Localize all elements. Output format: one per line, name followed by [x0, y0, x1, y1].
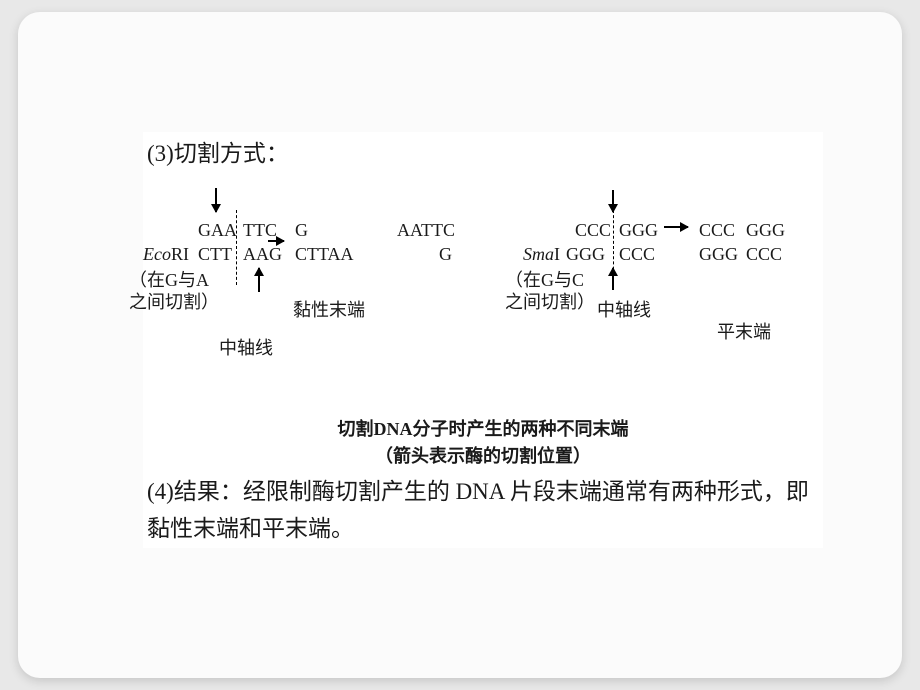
- smai-top-left: CCC: [575, 220, 611, 241]
- smai-arrow-down: [612, 190, 614, 212]
- ecori-prod-bot-right: G: [439, 244, 452, 265]
- caption-line-2: （箭头表示酶的切割位置）: [143, 443, 823, 470]
- ecori-arrow-up: [258, 268, 260, 292]
- enzyme-smai-italic: Sma: [523, 244, 554, 264]
- enzyme-ecori-label: EcoRI: [143, 244, 189, 265]
- ecori-prod-bot-left: CTTAA: [295, 244, 354, 265]
- ecori-axis-label: 中轴线: [219, 334, 273, 360]
- ecori-note-2: 之间切割）: [129, 288, 219, 314]
- diagram-caption: 切割DNA分子时产生的两种不同末端 （箭头表示酶的切割位置）: [143, 416, 823, 470]
- smai-prod-bot-right: CCC: [746, 244, 782, 265]
- ecori-arrow-right: [268, 240, 284, 242]
- ecori-top-right: TTC: [243, 220, 277, 241]
- ecori-prod-top-right: AATTC: [397, 220, 455, 241]
- ecori-bot-left: CTT: [198, 244, 232, 265]
- smai-note-2: 之间切割）: [505, 288, 595, 314]
- ecori-dashed-axis: [236, 210, 237, 285]
- smai-end-label: 平末端: [717, 318, 771, 344]
- enzyme-ecori-rest: RI: [171, 244, 189, 264]
- smai-bot-right: CCC: [619, 244, 655, 265]
- enzyme-smai-label: SmaI: [523, 244, 560, 265]
- smai-prod-bot-left: GGG: [699, 244, 738, 265]
- ecori-bot-right: AAG: [243, 244, 282, 265]
- caption-line-1: 切割DNA分子时产生的两种不同末端: [143, 416, 823, 443]
- enzyme-ecori-italic: Eco: [143, 244, 171, 264]
- ecori-end-label: 黏性末端: [293, 296, 365, 322]
- smai-axis-label: 中轴线: [597, 296, 651, 322]
- ecori-arrow-down: [215, 188, 217, 212]
- smai-prod-top-left: CCC: [699, 220, 735, 241]
- enzyme-smai-rest: I: [554, 244, 560, 264]
- content-panel: (3)切割方式： EcoRI （在G与A 之间切割） GAA TTC CTT A…: [143, 132, 823, 548]
- smai-arrow-up: [612, 268, 614, 290]
- smai-prod-top-right: GGG: [746, 220, 785, 241]
- ecori-top-left: GAA: [198, 220, 237, 241]
- section-4-text: (4)结果：经限制酶切割产生的 DNA 片段末端通常有两种形式，即黏性末端和平末…: [143, 470, 823, 548]
- slide-card: (3)切割方式： EcoRI （在G与A 之间切割） GAA TTC CTT A…: [18, 12, 902, 678]
- smai-top-right: GGG: [619, 220, 658, 241]
- ecori-prod-top-left: G: [295, 220, 308, 241]
- smai-arrow-right: [664, 226, 688, 228]
- smai-bot-left: GGG: [566, 244, 605, 265]
- dna-cut-diagram: EcoRI （在G与A 之间切割） GAA TTC CTT AAG G AATT…: [143, 180, 823, 410]
- section-3-title: (3)切割方式：: [143, 132, 823, 180]
